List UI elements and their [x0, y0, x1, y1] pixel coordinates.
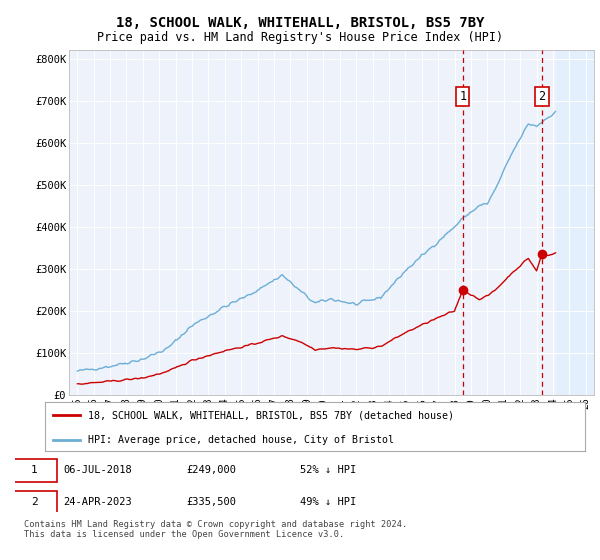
- Text: 06-JUL-2018: 06-JUL-2018: [64, 465, 132, 475]
- Text: Price paid vs. HM Land Registry's House Price Index (HPI): Price paid vs. HM Land Registry's House …: [97, 31, 503, 44]
- Text: 2: 2: [538, 90, 545, 104]
- Text: 2: 2: [31, 497, 38, 507]
- Text: 18, SCHOOL WALK, WHITEHALL, BRISTOL, BS5 7BY (detached house): 18, SCHOOL WALK, WHITEHALL, BRISTOL, BS5…: [88, 410, 454, 421]
- Text: 52% ↓ HPI: 52% ↓ HPI: [300, 465, 356, 475]
- Text: 1: 1: [459, 90, 466, 104]
- Bar: [556, 50, 594, 395]
- FancyBboxPatch shape: [12, 491, 56, 514]
- Text: 18, SCHOOL WALK, WHITEHALL, BRISTOL, BS5 7BY: 18, SCHOOL WALK, WHITEHALL, BRISTOL, BS5…: [116, 16, 484, 30]
- Text: 49% ↓ HPI: 49% ↓ HPI: [300, 497, 356, 507]
- Text: £335,500: £335,500: [186, 497, 236, 507]
- FancyBboxPatch shape: [12, 459, 56, 482]
- Text: Contains HM Land Registry data © Crown copyright and database right 2024.
This d: Contains HM Land Registry data © Crown c…: [24, 520, 407, 539]
- Text: 1: 1: [31, 465, 38, 475]
- Text: HPI: Average price, detached house, City of Bristol: HPI: Average price, detached house, City…: [88, 435, 394, 445]
- Text: 24-APR-2023: 24-APR-2023: [64, 497, 132, 507]
- Text: £249,000: £249,000: [186, 465, 236, 475]
